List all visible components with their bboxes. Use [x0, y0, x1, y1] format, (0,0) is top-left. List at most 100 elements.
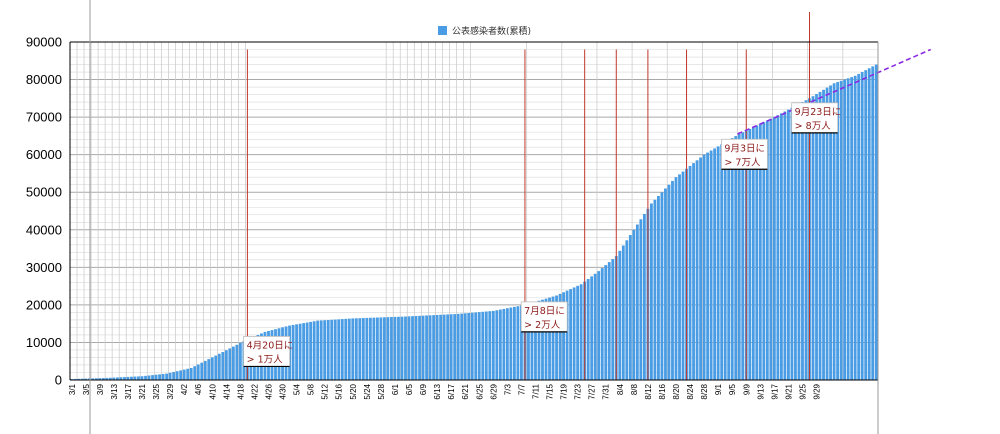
x-tick-label: 8/24: [686, 383, 695, 399]
bar: [551, 296, 555, 380]
bar: [576, 285, 580, 380]
annotation-line-2: > 1万人: [247, 354, 284, 365]
x-tick-label: 6/29: [489, 383, 498, 399]
bar: [203, 360, 207, 380]
bar: [375, 317, 379, 380]
bar: [727, 140, 731, 380]
x-tick-label: 6/5: [405, 383, 414, 395]
bar: [741, 132, 745, 380]
x-tick-label: 9/5: [728, 383, 737, 395]
bar: [175, 371, 179, 380]
x-tick-label: 4/6: [194, 383, 203, 395]
x-tick-labels: 3/1 3/5 3/9 3/13 3/17 3/21 3/25 3/29 4/2 4/6 4/10 4…: [68, 383, 822, 399]
bar: [80, 378, 84, 380]
bar: [228, 348, 232, 380]
y-tick-label: 30000: [26, 260, 62, 275]
bar: [295, 324, 298, 380]
bar: [361, 318, 365, 380]
x-tick-label: 9/29: [813, 383, 822, 399]
bar: [309, 321, 313, 380]
bar: [758, 123, 762, 381]
bar: [674, 177, 678, 380]
bar: [801, 102, 804, 380]
bar: [207, 359, 211, 380]
bar: [302, 323, 306, 380]
bar: [442, 314, 446, 380]
bar: [140, 376, 144, 380]
x-tick-label: 4/10: [208, 383, 217, 399]
bar: [94, 378, 98, 380]
y-tick-label: 70000: [26, 110, 62, 125]
annotation-line-1: 9月23日に: [795, 107, 842, 118]
bar: [597, 271, 601, 380]
annotation-line-2: > 7万人: [724, 157, 761, 168]
bar: [91, 378, 95, 380]
x-tick-label: 5/16: [335, 383, 344, 399]
bar: [354, 318, 358, 380]
annotation-callout: 4月20日に > 1万人: [243, 336, 293, 368]
bar: [639, 219, 643, 380]
bar: [527, 303, 530, 380]
bar: [618, 250, 622, 380]
bar: [435, 314, 439, 380]
annotation-callout: 7月8日に > 2万人: [520, 301, 568, 333]
y-tick-label: 60000: [26, 147, 62, 162]
annotation-line-1: 9月3日に: [724, 143, 765, 154]
bar: [709, 150, 713, 380]
bar: [77, 378, 81, 380]
bar: [446, 314, 450, 380]
bar: [379, 317, 383, 380]
bar: [628, 235, 632, 380]
bar: [748, 128, 752, 380]
bar: [653, 199, 657, 380]
bar: [116, 377, 119, 380]
y-tick-label: 20000: [26, 297, 62, 312]
bar: [189, 367, 193, 380]
bar: [400, 316, 404, 380]
bar: [418, 315, 421, 380]
bar: [509, 307, 513, 380]
bar: [238, 343, 242, 380]
bar: [453, 314, 457, 380]
bar: [161, 373, 165, 380]
bar: [699, 157, 702, 380]
bar: [390, 317, 393, 380]
bar: [340, 319, 344, 380]
bar: [147, 375, 151, 380]
x-tick-label: 5/20: [349, 383, 358, 399]
bar: [604, 265, 608, 380]
bar: [393, 316, 397, 380]
y-tick-label: 90000: [26, 35, 62, 50]
x-tick-label: 6/9: [419, 383, 428, 395]
bar: [787, 109, 790, 380]
x-tick-label: 5/24: [363, 383, 372, 399]
annotation-box: [520, 301, 568, 333]
bar: [783, 111, 787, 380]
bar: [695, 160, 699, 380]
bar: [235, 344, 239, 380]
annotation-line-2: > 8万人: [795, 121, 832, 132]
x-tick-label: 9/25: [798, 383, 807, 399]
y-tick-labels: 0 10000 20000 30000 40000 50000 60000 70000 8000…: [26, 35, 62, 388]
bar: [73, 378, 77, 380]
bar: [425, 315, 428, 380]
x-tick-label: 7/19: [560, 383, 569, 399]
bar: [537, 300, 541, 380]
trend-line-layer: [737, 48, 932, 135]
y-tick-label: 50000: [26, 185, 62, 200]
bar: [818, 91, 822, 381]
x-tick-label: 7/7: [517, 383, 526, 395]
bar: [664, 188, 667, 380]
bar: [87, 378, 91, 380]
bar: [794, 105, 797, 380]
x-tick-label: 6/1: [391, 383, 400, 395]
bar: [702, 154, 706, 380]
annotation-line-2: > 2万人: [524, 320, 561, 331]
bar: [186, 368, 190, 380]
x-tick-label: 8/8: [630, 383, 639, 395]
bar: [678, 174, 681, 380]
x-tick-label: 3/5: [82, 383, 91, 395]
bar: [312, 321, 316, 380]
